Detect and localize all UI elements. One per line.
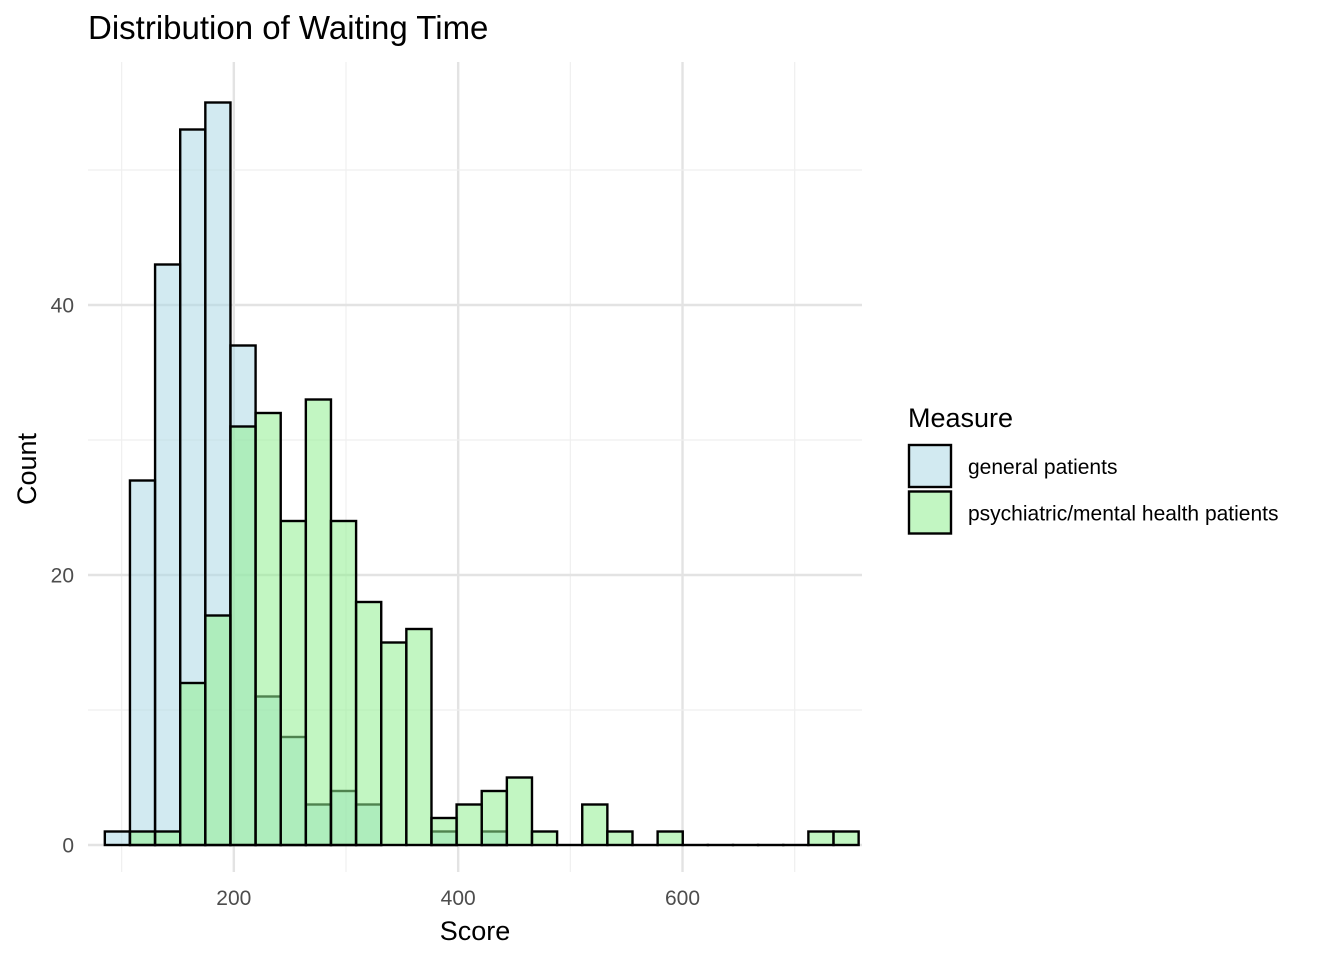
histogram-bar <box>807 830 835 847</box>
histogram-bar <box>279 519 308 847</box>
histogram-bar <box>153 263 182 847</box>
histogram-bar <box>380 641 408 847</box>
x-axis-title: Score <box>440 916 511 946</box>
series-2-bars <box>128 398 860 847</box>
histogram-bar <box>354 600 383 847</box>
histogram-bar <box>329 519 358 847</box>
histogram-bar <box>480 789 509 847</box>
histogram-bar <box>530 830 559 847</box>
histogram-bar <box>581 803 609 847</box>
legend: Measure general patients psychiatric/ment… <box>907 403 1279 535</box>
histogram-bar <box>128 479 157 847</box>
legend-title: Measure <box>908 403 1013 433</box>
y-tick-label: 0 <box>62 835 74 858</box>
legend-key-swatch <box>907 443 953 489</box>
histogram-bar <box>832 830 860 847</box>
x-tick-label: 400 <box>441 887 476 910</box>
histogram-bars <box>103 101 860 847</box>
y-tick-label: 40 <box>51 295 74 318</box>
histogram-bar <box>505 776 534 847</box>
histogram-bar <box>153 830 182 847</box>
histogram-bar <box>304 398 333 847</box>
axis-tick-labels: 200 400 600 0 20 40 <box>51 295 700 911</box>
histogram-bar <box>405 627 433 847</box>
histogram-bar <box>229 425 257 847</box>
legend-label: general patients <box>968 456 1117 479</box>
histogram-bar <box>656 830 684 847</box>
histogram-bar <box>430 816 458 847</box>
legend-key-swatch <box>907 490 953 535</box>
x-tick-label: 600 <box>665 887 700 910</box>
y-axis-title: Count <box>12 432 42 505</box>
legend-label: psychiatric/mental health patients <box>968 503 1279 526</box>
histogram-bar <box>128 830 157 847</box>
x-tick-label: 200 <box>216 887 251 910</box>
histogram-bar <box>179 681 207 847</box>
histogram-bar <box>455 803 483 847</box>
histogram-bar <box>606 830 634 847</box>
histogram-bar <box>103 830 132 847</box>
histogram-bar <box>254 411 282 847</box>
chart-title: Distribution of Waiting Time <box>88 9 488 46</box>
histogram-bar <box>204 614 232 847</box>
y-tick-label: 20 <box>51 565 74 588</box>
